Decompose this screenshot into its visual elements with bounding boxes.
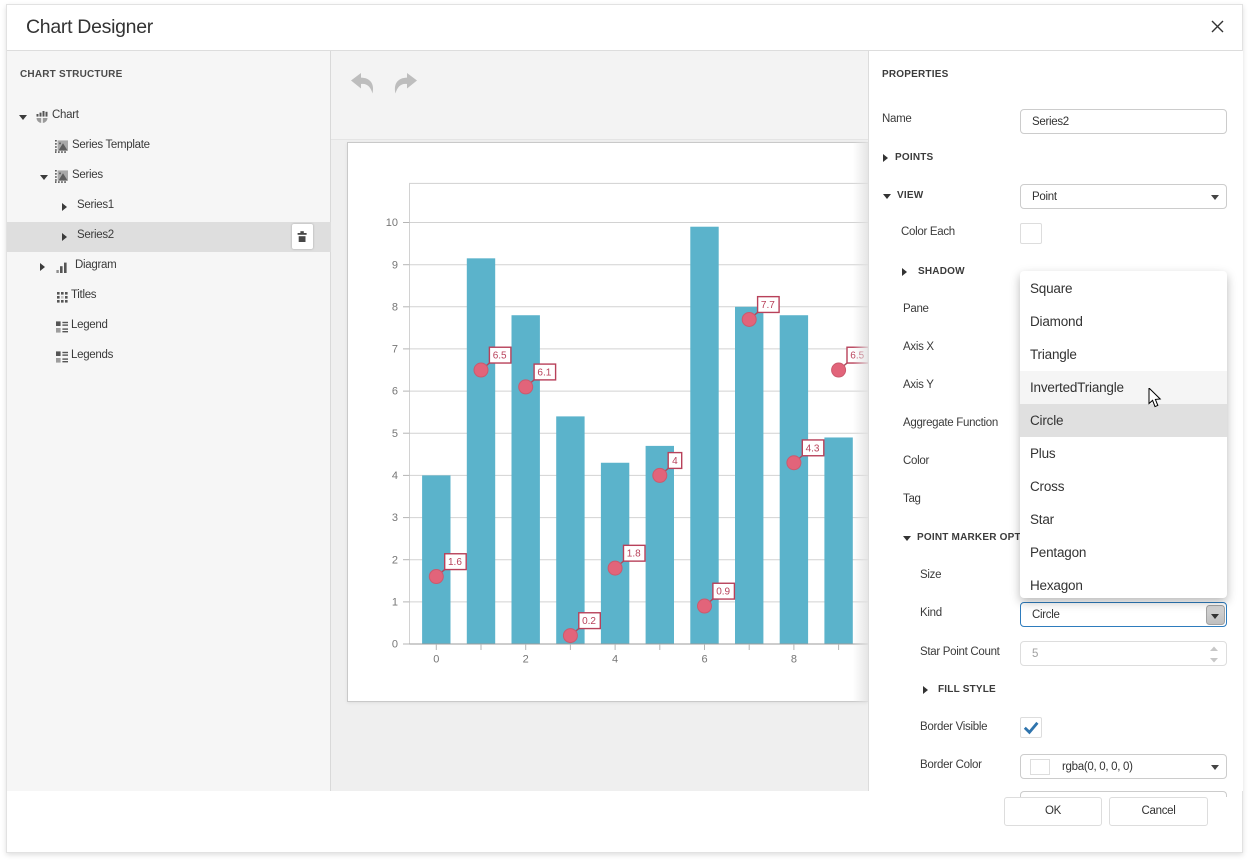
svg-text:9: 9 xyxy=(392,259,398,271)
svg-text:6.1: 6.1 xyxy=(537,367,551,378)
svg-text:0.2: 0.2 xyxy=(582,616,596,627)
svg-text:6.5: 6.5 xyxy=(493,351,507,362)
svg-text:10: 10 xyxy=(386,217,398,229)
svg-text:2: 2 xyxy=(392,554,398,566)
svg-text:1.6: 1.6 xyxy=(448,557,462,568)
svg-text:0: 0 xyxy=(392,639,398,651)
svg-text:2: 2 xyxy=(523,654,529,666)
svg-text:1: 1 xyxy=(392,597,398,609)
svg-text:4: 4 xyxy=(392,470,398,482)
svg-text:7.7: 7.7 xyxy=(761,300,775,311)
svg-text:4: 4 xyxy=(672,456,678,467)
svg-text:6: 6 xyxy=(701,654,707,666)
svg-text:4: 4 xyxy=(612,654,618,666)
svg-text:5: 5 xyxy=(392,428,398,440)
svg-text:8: 8 xyxy=(392,301,398,313)
svg-text:4.3: 4.3 xyxy=(806,443,820,454)
svg-text:1.8: 1.8 xyxy=(627,549,641,560)
svg-text:8: 8 xyxy=(791,654,797,666)
svg-text:0.9: 0.9 xyxy=(716,587,730,598)
svg-text:6: 6 xyxy=(392,386,398,398)
svg-text:7: 7 xyxy=(392,344,398,356)
svg-text:0: 0 xyxy=(433,654,439,666)
svg-text:3: 3 xyxy=(392,512,398,524)
